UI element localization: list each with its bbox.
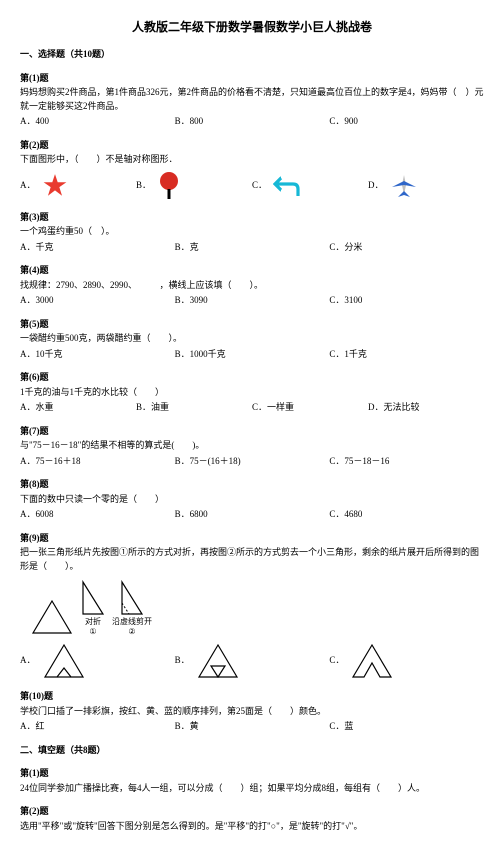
doc-title: 人教版二年级下册数学暑假数学小巨人挑战卷 [20, 18, 484, 36]
q8-head: 第(8)题 [20, 478, 484, 492]
q1-options: A．400 B．800 C．900 [20, 115, 484, 129]
q9-opt-a-label: A． [20, 654, 36, 668]
q9-cap2b: ② [128, 627, 135, 637]
q9-opt-c-label: C． [329, 654, 344, 668]
q8-opt-b: B．6800 [175, 508, 330, 522]
q8-body: 下面的数中只读一个零的是（ ） [20, 493, 484, 507]
q4-body: 找规律：2790、2890、2990、 ，横线上应该填（ ）。 [20, 279, 484, 293]
q4-head: 第(4)题 [20, 264, 484, 278]
q2-opt-d-label: D． [368, 179, 384, 193]
q9-opt-b-label: B． [175, 654, 190, 668]
q10-opt-c: C．蓝 [329, 720, 484, 734]
q6-head: 第(6)题 [20, 371, 484, 385]
q8-opt-a: A．6008 [20, 508, 175, 522]
q6-options: A．水重 B．油重 C．一样重 D．无法比较 [20, 401, 484, 415]
q5-head: 第(5)题 [20, 318, 484, 332]
q7-opt-c: C．75－18－16 [329, 455, 484, 469]
q10-opt-b: B．黄 [175, 720, 330, 734]
triangle-half-icon [80, 579, 106, 617]
q9-opt-c-icon [350, 642, 394, 680]
q2-opt-a-label: A． [20, 179, 36, 193]
q7-opt-b: B．75－(16＋18) [175, 455, 330, 469]
q4-opt-c: C．3100 [329, 294, 484, 308]
q2-body: 下面图形中，（ ）不是轴对称图形． [20, 153, 484, 167]
q3-opt-a: A．千克 [20, 241, 175, 255]
q9-body: 把一张三角形纸片先按图①所示的方式对折，再按图②所示的方式剪去一个小三角形，剩余… [20, 546, 484, 573]
q10-body: 学校门口插了一排彩旗，按红、黄、蓝的顺序排列，第25面是（ ）颜色。 [20, 705, 484, 719]
paddle-icon [157, 171, 181, 201]
f2-body: 选用"平移"或"旋转"回答下图分别是怎么得到的。是"平移"的打"○"，是"旋转"… [20, 820, 484, 834]
section-1-head: 一、选择题（共10题） [20, 48, 484, 62]
q7-opt-a: A．75－16＋18 [20, 455, 175, 469]
q7-body: 与"75－16－18"的结果不相等的算式是( )。 [20, 439, 484, 453]
q9-cap1b: ① [89, 627, 96, 637]
q2-opt-c-label: C． [252, 179, 267, 193]
f1-head: 第(1)题 [20, 767, 484, 781]
triangle-outline-icon [30, 598, 74, 636]
q5-options: A．10千克 B．1000千克 C．1千克 [20, 348, 484, 362]
star-icon [42, 173, 68, 199]
q6-opt-c: C．一样重 [252, 401, 368, 415]
q7-head: 第(7)题 [20, 425, 484, 439]
q9-opt-a-icon [42, 642, 86, 680]
q4-opt-a: A．3000 [20, 294, 175, 308]
q9-head: 第(9)题 [20, 532, 484, 546]
triangle-cut-icon [119, 579, 145, 617]
q1-opt-a: A．400 [20, 115, 175, 129]
q5-opt-c: C．1千克 [329, 348, 484, 362]
f1-body: 24位同学参加广播操比赛，每4人一组，可以分成（ ）组；如果平均分成8组，每组有… [20, 782, 484, 796]
q10-opt-a: A．红 [20, 720, 175, 734]
q4-opt-b: B．3090 [175, 294, 330, 308]
q1-body: 妈妈想购买2件商品，第1件商品326元，第2件商品的价格看不清楚，只知道最高位百… [20, 86, 484, 113]
q1-opt-c: C．900 [329, 115, 484, 129]
q6-body: 1千克的油与1千克的水比较（ ） [20, 386, 484, 400]
q2-options: A． B． C． D． [20, 171, 484, 201]
plane-icon [390, 173, 418, 199]
q3-body: 一个鸡蛋约重50（ ）。 [20, 225, 484, 239]
q5-opt-a: A．10千克 [20, 348, 175, 362]
q3-opt-c: C．分米 [329, 241, 484, 255]
q6-opt-a: A．水重 [20, 401, 136, 415]
f2-head: 第(2)题 [20, 805, 484, 819]
q9-cap1a: 对折 [85, 617, 101, 627]
q9-options: A． B． C． [20, 642, 484, 680]
q6-opt-b: B．油重 [136, 401, 252, 415]
q10-options: A．红 B．黄 C．蓝 [20, 720, 484, 734]
q10-head: 第(10)题 [20, 690, 484, 704]
section-2-head: 二、填空题（共8题） [20, 744, 484, 758]
q4-options: A．3000 B．3090 C．3100 [20, 294, 484, 308]
q9-opt-b-icon [196, 642, 240, 680]
q5-body: 一袋醋约重500克，两袋醋约重（ ）。 [20, 332, 484, 346]
q5-opt-b: B．1000千克 [175, 348, 330, 362]
q9-cap2a: 沿虚线剪开 [112, 617, 152, 627]
q9-fold-figures: 对折 ① 沿虚线剪开 ② [20, 579, 484, 636]
q2-opt-b-label: B． [136, 179, 151, 193]
q3-options: A．千克 B．克 C．分米 [20, 241, 484, 255]
q1-head: 第(1)题 [20, 72, 484, 86]
arrow-icon [273, 174, 301, 198]
q6-opt-d: D．无法比较 [368, 401, 484, 415]
q1-opt-b: B．800 [175, 115, 330, 129]
q3-opt-b: B．克 [175, 241, 330, 255]
q3-head: 第(3)题 [20, 211, 484, 225]
q8-opt-c: C．4680 [329, 508, 484, 522]
q8-options: A．6008 B．6800 C．4680 [20, 508, 484, 522]
q2-head: 第(2)题 [20, 139, 484, 153]
q7-options: A．75－16＋18 B．75－(16＋18) C．75－18－16 [20, 455, 484, 469]
